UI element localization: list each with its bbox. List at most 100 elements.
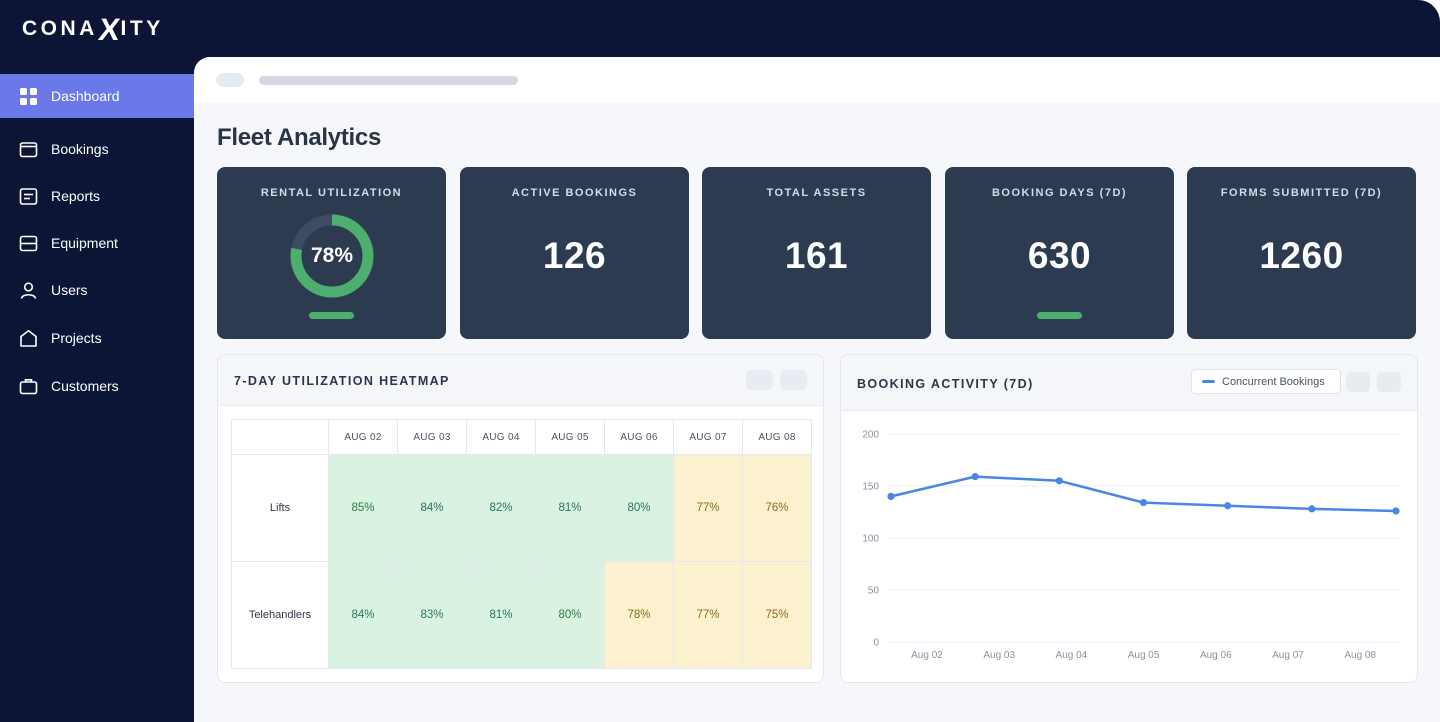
- legend-swatch: [1202, 380, 1215, 383]
- kpi-value: 630: [1027, 235, 1092, 276]
- panel-action-button[interactable]: [780, 370, 807, 390]
- heatmap-cell: 78%: [604, 561, 674, 669]
- booking-line-chart: 0 50 100 150 200 Aug 02 Aug 03 Aug 04 Aug 05 Aug …: [862, 430, 1401, 661]
- y-tick-label: 100: [862, 534, 879, 545]
- data-point[interactable]: [887, 492, 895, 500]
- heatmap-cell: 85%: [328, 454, 398, 562]
- utilization-donut: [290, 214, 374, 298]
- sidebar-item-label: Bookings: [51, 141, 109, 157]
- panel-action-button[interactable]: [1377, 372, 1401, 392]
- sidebar-item-label: Users: [51, 282, 88, 298]
- panel-header: 7-DAY UTILIZATION HEATMAP: [218, 355, 823, 406]
- panel-action-button[interactable]: [746, 370, 773, 390]
- heatmap-row: Telehandlers 84% 83% 81% 80% 78% 77% 75%: [231, 561, 812, 669]
- heatmap-row-label: Lifts: [231, 454, 329, 562]
- kpi-card-total-assets: TOTAL ASSETS 161: [702, 167, 931, 339]
- menu-toggle-placeholder[interactable]: [216, 73, 244, 87]
- x-tick-label: Aug 06: [1200, 650, 1232, 661]
- sidebar-item-label: Projects: [51, 330, 102, 346]
- heatmap-cell: 76%: [742, 454, 812, 562]
- sidebar-item-equipment[interactable]: Equipment: [0, 221, 194, 265]
- sidebar: Dashboard Bookings Reports Equipment Use…: [0, 74, 194, 408]
- data-point[interactable]: [1308, 505, 1316, 513]
- kpi-value: 161: [784, 235, 849, 276]
- panel-title: 7-DAY UTILIZATION HEATMAP: [234, 374, 450, 388]
- heatmap-row: Lifts 85% 84% 82% 81% 80% 77% 76%: [231, 454, 812, 562]
- briefcase-icon: [19, 377, 38, 396]
- heatmap-cell: 80%: [535, 561, 605, 669]
- heatmap-column-header: AUG 04: [466, 419, 536, 455]
- y-tick-label: 200: [862, 430, 879, 441]
- sidebar-item-label: Equipment: [51, 235, 118, 251]
- kpi-value: 1260: [1259, 235, 1344, 276]
- heatmap-cell: 77%: [673, 561, 743, 669]
- logo-x: X: [96, 11, 122, 47]
- panel-title: BOOKING ACTIVITY (7D): [857, 377, 1034, 391]
- heatmap-column-header: AUG 05: [535, 419, 605, 455]
- sidebar-item-projects[interactable]: Projects: [0, 316, 194, 360]
- heatmap-cell: 81%: [535, 454, 605, 562]
- x-tick-label: Aug 03: [983, 650, 1015, 661]
- sidebar-item-reports[interactable]: Reports: [0, 174, 194, 218]
- heatmap-column-header: AUG 02: [328, 419, 398, 455]
- booking-activity-panel: BOOKING ACTIVITY (7D) Concurrent Booking…: [840, 354, 1418, 683]
- heatmap-cell: 77%: [673, 454, 743, 562]
- x-tick-label: Aug 08: [1344, 650, 1376, 661]
- sidebar-item-bookings[interactable]: Bookings: [0, 127, 194, 171]
- x-tick-label: Aug 02: [911, 650, 943, 661]
- kpi-label: BOOKING DAYS (7D): [991, 187, 1128, 199]
- y-tick-label: 150: [862, 482, 879, 493]
- heatmap-row-label: Telehandlers: [231, 561, 329, 669]
- kpi-label: RENTAL UTILIZATION: [260, 187, 403, 199]
- panel-action-button[interactable]: [1346, 372, 1370, 392]
- heatmap-cell: 82%: [466, 454, 536, 562]
- kpi-value: 78%: [310, 244, 354, 267]
- heatmap-column-header: AUG 07: [673, 419, 743, 455]
- breadcrumb-placeholder: [259, 76, 518, 85]
- kpi-indicator-bar: [309, 312, 354, 319]
- calendar-icon: [19, 140, 38, 159]
- heatmap-cell: 80%: [604, 454, 674, 562]
- kpi-label: TOTAL ASSETS: [766, 187, 867, 199]
- sidebar-item-customers[interactable]: Customers: [0, 364, 194, 408]
- data-point[interactable]: [1224, 502, 1232, 510]
- heatmap-table: AUG 02 AUG 03 AUG 04 AUG 05 AUG 06 AUG 0…: [231, 419, 812, 669]
- brand-logo[interactable]: CONA X ITY: [22, 11, 164, 47]
- kpi-label: ACTIVE BOOKINGS: [511, 187, 638, 199]
- user-icon: [19, 281, 38, 300]
- equipment-icon: [19, 234, 38, 253]
- sidebar-item-label: Dashboard: [51, 88, 120, 104]
- data-point[interactable]: [971, 473, 979, 481]
- page-title: Fleet Analytics: [217, 124, 382, 151]
- kpi-value: 126: [542, 235, 607, 276]
- logo-text-start: CONA: [22, 17, 98, 40]
- data-point[interactable]: [1139, 499, 1148, 507]
- sidebar-item-dashboard[interactable]: Dashboard: [0, 74, 194, 118]
- main-content: Fleet Analytics RENTAL UTILIZATION 78% A…: [194, 57, 1440, 722]
- kpi-card-active-bookings: ACTIVE BOOKINGS 126: [460, 167, 689, 339]
- chart-legend[interactable]: Concurrent Bookings: [1191, 369, 1341, 394]
- heatmap-panel: 7-DAY UTILIZATION HEATMAP AUG 02 AUG 03 …: [217, 354, 824, 683]
- kpi-card-booking-days: BOOKING DAYS (7D) 630: [945, 167, 1174, 339]
- sidebar-item-label: Reports: [51, 188, 101, 204]
- x-tick-label: Aug 05: [1128, 650, 1160, 661]
- legend-label: Concurrent Bookings: [1222, 375, 1325, 388]
- sidebar-item-label: Customers: [51, 378, 119, 394]
- grid-icon: [19, 87, 38, 106]
- report-icon: [19, 187, 38, 206]
- sidebar-item-users[interactable]: Users: [0, 268, 194, 312]
- kpi-card-rental-utilization: RENTAL UTILIZATION 78%: [217, 167, 446, 339]
- home-icon: [19, 329, 38, 348]
- heatmap-cell: 81%: [466, 561, 536, 669]
- kpi-card-forms-submitted: FORMS SUBMITTED (7D) 1260: [1187, 167, 1416, 339]
- logo-text-end: ITY: [120, 17, 164, 40]
- top-bar: [194, 57, 1440, 103]
- panel-header: BOOKING ACTIVITY (7D) Concurrent Booking…: [841, 355, 1417, 411]
- data-point[interactable]: [1055, 477, 1063, 485]
- heatmap-cell: 83%: [397, 561, 467, 669]
- data-point[interactable]: [1392, 507, 1400, 515]
- heatmap-column-header: AUG 06: [604, 419, 674, 455]
- heatmap-cell: 75%: [742, 561, 812, 669]
- x-tick-label: Aug 04: [1056, 650, 1088, 661]
- heatmap-cell: 84%: [397, 454, 467, 562]
